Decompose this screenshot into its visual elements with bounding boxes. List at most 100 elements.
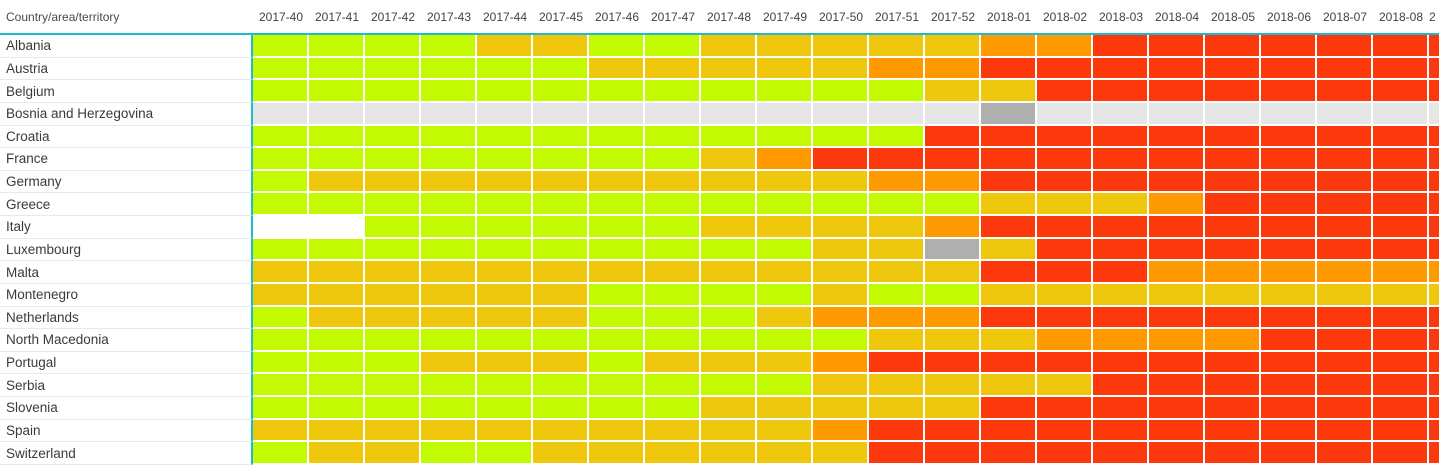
heatmap-cell[interactable] [365,351,421,375]
heatmap-cell[interactable] [645,397,701,420]
heatmap-cell[interactable] [1373,374,1429,397]
heatmap-cell[interactable] [925,442,981,465]
heatmap-cell[interactable] [477,442,533,465]
heatmap-cell[interactable] [1093,351,1149,375]
heatmap-cell[interactable] [925,238,981,262]
heatmap-cell[interactable] [981,102,1037,126]
heatmap-cell[interactable] [477,374,533,397]
heatmap-cell[interactable] [1093,148,1149,171]
heatmap-cell[interactable] [1373,283,1429,307]
heatmap-cell[interactable] [365,238,421,262]
heatmap-cell[interactable] [1205,306,1261,330]
heatmap-cell[interactable] [757,216,813,239]
heatmap-cell-partial[interactable] [1429,351,1439,375]
heatmap-cell[interactable] [421,283,477,307]
heatmap-cell[interactable] [421,35,477,58]
heatmap-cell[interactable] [533,374,589,397]
heatmap-cell[interactable] [701,80,757,103]
heatmap-cell-partial[interactable] [1429,261,1439,284]
heatmap-cell[interactable] [701,397,757,420]
heatmap-cell[interactable] [1149,442,1205,465]
heatmap-cell[interactable] [477,216,533,239]
heatmap-cell[interactable] [1149,193,1205,216]
column-header-2017-40[interactable]: 2017-40 [258,9,304,24]
heatmap-cell[interactable] [981,397,1037,420]
heatmap-cell[interactable] [757,442,813,465]
heatmap-cell[interactable] [1037,374,1093,397]
heatmap-cell[interactable] [1149,102,1205,126]
heatmap-cell[interactable] [645,351,701,375]
column-header-2017-44[interactable]: 2017-44 [482,9,528,24]
heatmap-cell[interactable] [1037,442,1093,465]
heatmap-cell[interactable] [533,216,589,239]
row-label-column-header[interactable]: Country/area/territory [6,9,120,24]
heatmap-cell[interactable] [925,148,981,171]
heatmap-cell[interactable] [421,261,477,284]
heatmap-cell[interactable] [869,374,925,397]
heatmap-cell[interactable] [1317,397,1373,420]
heatmap-cell[interactable] [477,193,533,216]
heatmap-cell[interactable] [1149,125,1205,149]
heatmap-cell[interactable] [1205,442,1261,465]
heatmap-cell[interactable] [533,397,589,420]
heatmap-cell[interactable] [533,238,589,262]
column-header-2017-48[interactable]: 2017-48 [706,9,752,24]
heatmap-cell[interactable] [533,329,589,352]
heatmap-cell[interactable] [1149,374,1205,397]
column-header-2017-50[interactable]: 2017-50 [818,9,864,24]
heatmap-cell[interactable] [869,80,925,103]
heatmap-cell[interactable] [421,216,477,239]
heatmap-cell[interactable] [701,216,757,239]
row-label-spain[interactable]: Spain [0,419,253,443]
heatmap-cell[interactable] [869,35,925,58]
heatmap-cell[interactable] [1317,419,1373,443]
heatmap-cell[interactable] [253,170,309,194]
heatmap-cell[interactable] [589,238,645,262]
column-header-2017-42[interactable]: 2017-42 [370,9,416,24]
heatmap-cell[interactable] [1373,125,1429,149]
heatmap-cell[interactable] [1261,148,1317,171]
heatmap-cell[interactable] [533,57,589,81]
heatmap-cell[interactable] [1317,102,1373,126]
heatmap-cell[interactable] [589,102,645,126]
heatmap-cell[interactable] [1261,306,1317,330]
heatmap-cell[interactable] [1037,80,1093,103]
heatmap-cell-partial[interactable] [1429,374,1439,397]
heatmap-cell[interactable] [645,102,701,126]
heatmap-cell[interactable] [1373,397,1429,420]
heatmap-cell[interactable] [757,57,813,81]
heatmap-cell[interactable] [1037,329,1093,352]
heatmap-cell[interactable] [1373,351,1429,375]
heatmap-cell[interactable] [1037,216,1093,239]
heatmap-cell[interactable] [533,419,589,443]
heatmap-cell[interactable] [589,125,645,149]
heatmap-cell[interactable] [1261,261,1317,284]
heatmap-cell[interactable] [757,170,813,194]
heatmap-cell[interactable] [309,193,365,216]
heatmap-cell[interactable] [701,306,757,330]
heatmap-cell[interactable] [589,329,645,352]
heatmap-cell[interactable] [309,102,365,126]
heatmap-cell[interactable] [645,283,701,307]
heatmap-cell[interactable] [645,442,701,465]
heatmap-cell[interactable] [1373,329,1429,352]
heatmap-cell[interactable] [701,125,757,149]
heatmap-cell[interactable] [365,261,421,284]
heatmap-cell[interactable] [925,102,981,126]
heatmap-cell[interactable] [309,442,365,465]
heatmap-cell[interactable] [421,170,477,194]
heatmap-cell[interactable] [421,148,477,171]
heatmap-cell[interactable] [253,374,309,397]
heatmap-cell[interactable] [1149,170,1205,194]
heatmap-cell[interactable] [981,125,1037,149]
heatmap-cell-partial[interactable] [1429,193,1439,216]
heatmap-cell[interactable] [477,397,533,420]
heatmap-cell[interactable] [645,80,701,103]
row-label-switzerland[interactable]: Switzerland [0,442,253,465]
heatmap-cell[interactable] [1037,35,1093,58]
heatmap-cell[interactable] [813,397,869,420]
heatmap-cell[interactable] [589,216,645,239]
heatmap-cell[interactable] [589,170,645,194]
column-header-2017-45[interactable]: 2017-45 [538,9,584,24]
heatmap-cell[interactable] [813,170,869,194]
